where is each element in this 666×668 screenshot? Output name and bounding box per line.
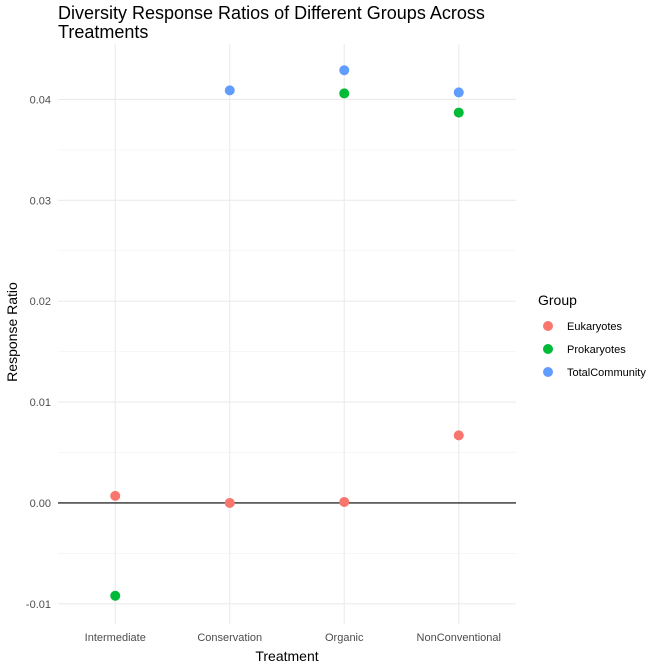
point-prokaryotes	[453, 107, 464, 118]
legend-key-eukaryotes	[543, 321, 553, 331]
point-eukaryotes	[453, 430, 464, 441]
legend-key-prokaryotes	[543, 344, 553, 354]
point-totalcommunity	[453, 87, 464, 98]
legend-title: Group	[538, 292, 577, 308]
y-tick-label: -0.01	[26, 599, 51, 611]
y-tick-label: 0.04	[30, 94, 51, 106]
x-axis-title: Treatment	[255, 648, 318, 664]
x-tick-label: NonConventional	[417, 632, 501, 644]
point-eukaryotes	[224, 497, 235, 508]
x-axis-ticks: Intermediate Conservation Organic NonConven…	[85, 632, 501, 644]
y-tick-label: 0.01	[30, 397, 51, 409]
y-tick-label: 0.02	[30, 296, 51, 308]
x-tick-label: Conservation	[197, 632, 262, 644]
point-prokaryotes	[110, 590, 121, 601]
x-tick-label: Organic	[325, 632, 364, 644]
x-tick-label: Intermediate	[85, 632, 146, 644]
chart-title-line-2: Treatments	[58, 22, 148, 42]
y-tick-label: 0.03	[30, 195, 51, 207]
point-totalcommunity	[339, 65, 350, 76]
grid-lines	[58, 44, 516, 624]
y-axis-title: Response Ratio	[4, 282, 20, 382]
data-points	[110, 65, 464, 601]
legend-key-totalcommunity	[543, 367, 553, 377]
chart-title-line-1: Diversity Response Ratios of Different G…	[58, 3, 485, 23]
legend-label-eukaryotes: Eukaryotes	[567, 321, 623, 333]
point-totalcommunity	[224, 85, 235, 96]
y-tick-label: 0.00	[30, 498, 51, 510]
point-prokaryotes	[339, 88, 350, 99]
y-axis-ticks: -0.01 0.00 0.01 0.02 0.03 0.04	[26, 94, 51, 610]
point-eukaryotes	[110, 490, 121, 501]
legend-label-prokaryotes: Prokaryotes	[567, 344, 626, 356]
point-eukaryotes	[339, 496, 350, 507]
legend: Group Eukaryotes Prokaryotes TotalCommunit…	[538, 292, 646, 379]
legend-label-totalcommunity: TotalCommunity	[567, 367, 646, 379]
